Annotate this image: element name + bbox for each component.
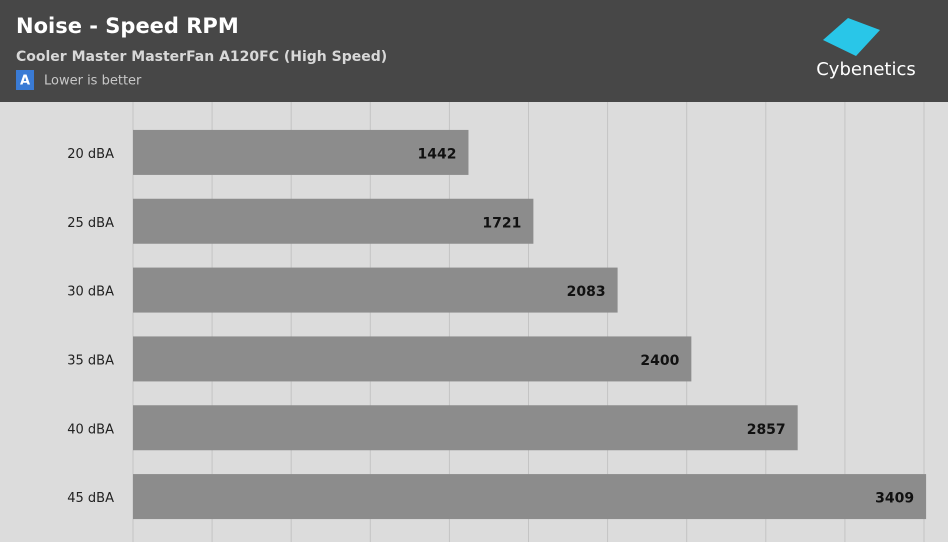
y-tick-label: 40 dBA bbox=[67, 422, 114, 437]
note: Lower is better bbox=[44, 74, 142, 89]
logo-mark bbox=[823, 18, 880, 56]
y-tick-label: 30 dBA bbox=[67, 285, 114, 300]
bar bbox=[133, 405, 798, 451]
bar bbox=[133, 474, 927, 520]
value-label: 3409 bbox=[875, 491, 914, 507]
value-label: 1721 bbox=[482, 215, 521, 231]
logo: Cybenetics bbox=[816, 59, 916, 80]
y-tick-label: 25 dBA bbox=[67, 216, 114, 231]
bar bbox=[133, 267, 618, 313]
bar bbox=[133, 129, 469, 175]
y-tick-label: 20 dBA bbox=[67, 147, 114, 162]
chart-title: Noise - Speed RPM bbox=[16, 14, 239, 38]
bar bbox=[133, 336, 692, 382]
bar bbox=[133, 198, 534, 244]
header bbox=[0, 0, 948, 102]
badge-box bbox=[16, 70, 34, 90]
badge: A bbox=[20, 74, 30, 89]
chart-subtitle: Cooler Master MasterFan A120FC (High Spe… bbox=[16, 49, 387, 65]
value-label: 1442 bbox=[418, 146, 457, 162]
value-label: 2083 bbox=[567, 284, 606, 300]
y-tick-label: 35 dBA bbox=[67, 353, 114, 368]
value-label: 2400 bbox=[640, 353, 679, 369]
y-tick-label: 45 dBA bbox=[67, 491, 114, 506]
value-label: 2857 bbox=[747, 422, 786, 438]
